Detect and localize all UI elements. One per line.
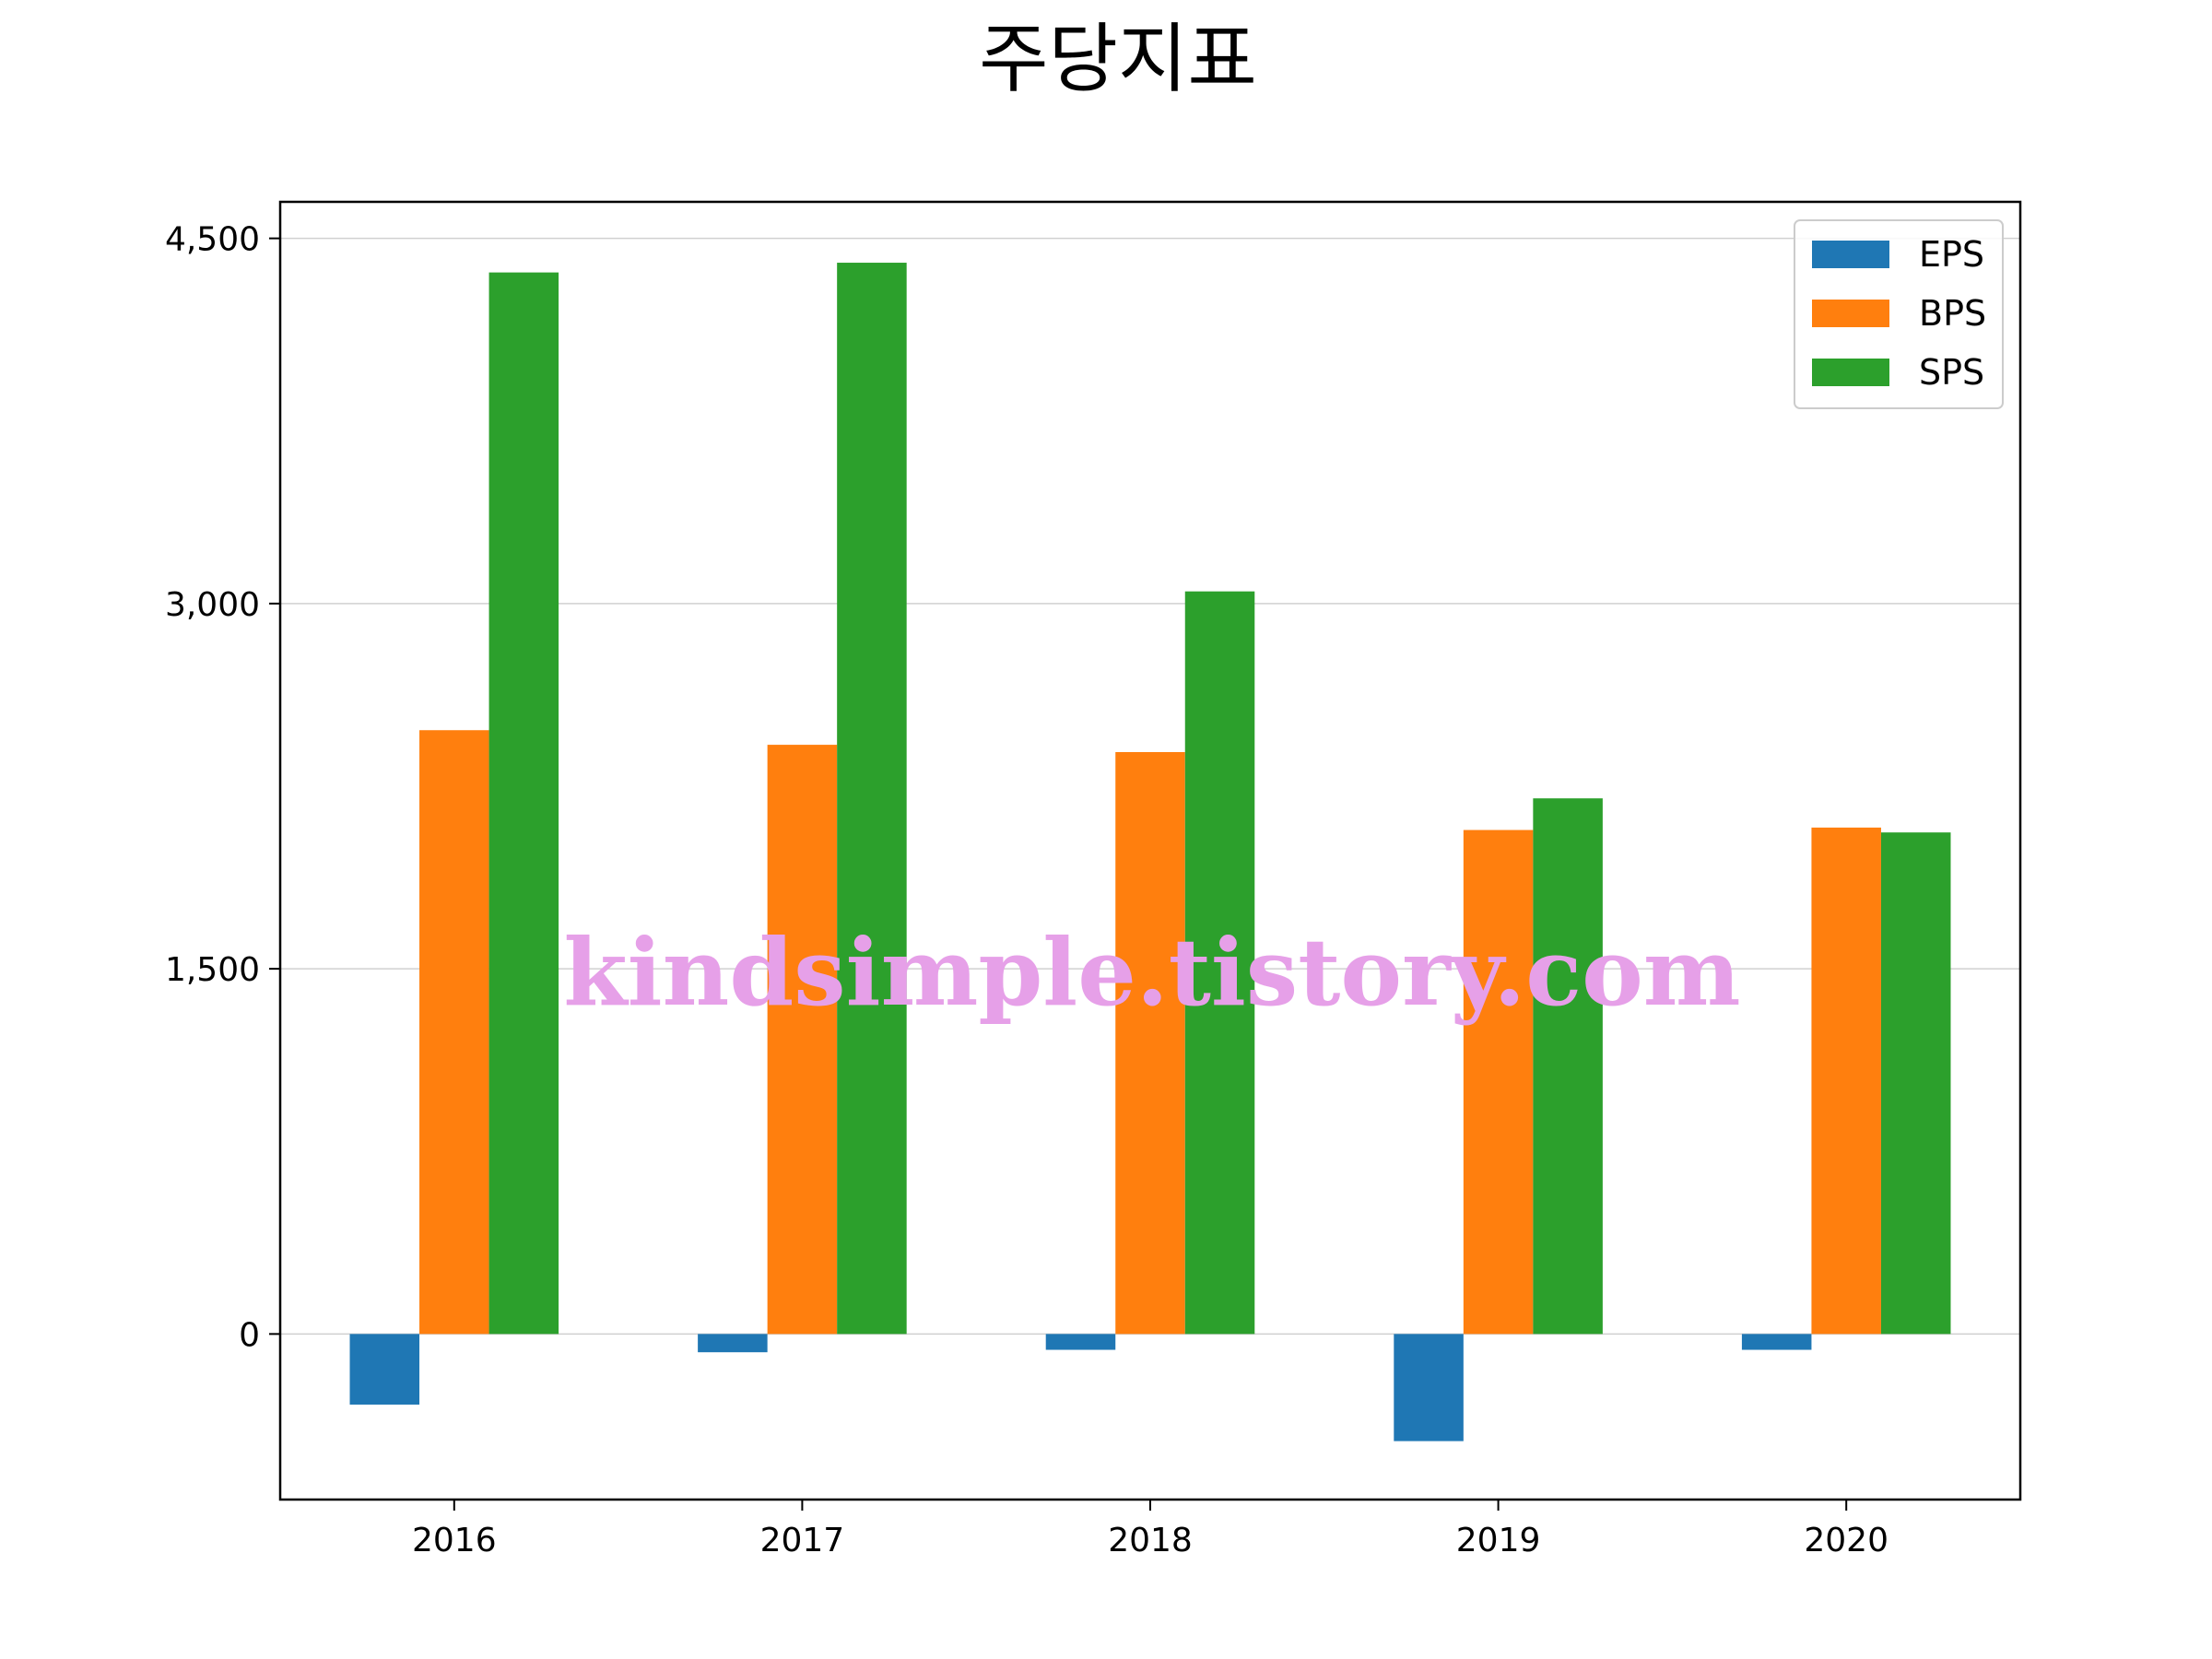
bar-bps-2020 — [1811, 827, 1881, 1335]
bar-eps-2020 — [1741, 1334, 1812, 1350]
bar-eps-2017 — [698, 1334, 768, 1353]
legend-label-eps: EPS — [1919, 234, 1984, 275]
axes: 0 1,500 3,000 4,500 2016 2017 2018 2019 2020 — [165, 221, 1888, 1559]
legend-label-bps: BPS — [1919, 293, 1986, 334]
chart-title: 주당지표 — [979, 16, 1257, 103]
bars — [349, 263, 1951, 1441]
bar-sps-2019 — [1533, 798, 1603, 1335]
bar-bps-2019 — [1463, 830, 1534, 1335]
y-tick-label: 4,500 — [165, 221, 260, 259]
bar-eps-2019 — [1394, 1334, 1464, 1441]
x-tick-label: 2019 — [1456, 1522, 1541, 1559]
y-tick-label: 3,000 — [165, 586, 260, 624]
y-tick-label: 0 — [239, 1316, 260, 1354]
legend-swatch-eps — [1812, 241, 1889, 268]
x-tick-label: 2018 — [1108, 1522, 1193, 1559]
y-tick-label: 1,500 — [165, 951, 260, 989]
bar-bps-2016 — [419, 730, 489, 1335]
legend-swatch-sps — [1812, 359, 1889, 386]
x-tick-label: 2020 — [1804, 1522, 1888, 1559]
x-tick-label: 2017 — [760, 1522, 845, 1559]
bar-sps-2017 — [837, 263, 907, 1335]
x-tick-label: 2016 — [412, 1522, 497, 1559]
legend-label-sps: SPS — [1919, 352, 1984, 393]
watermark-text: kindsimple.tistory.com — [563, 918, 1740, 1027]
bar-sps-2020 — [1880, 832, 1951, 1335]
bar-bps-2017 — [767, 745, 838, 1335]
bar-sps-2016 — [488, 272, 559, 1335]
bar-eps-2018 — [1045, 1334, 1116, 1350]
bar-sps-2018 — [1184, 591, 1255, 1335]
legend-swatch-bps — [1812, 300, 1889, 327]
bar-eps-2016 — [349, 1334, 420, 1405]
legend: EPS BPS SPS — [1794, 219, 2004, 409]
bar-bps-2018 — [1115, 752, 1185, 1335]
